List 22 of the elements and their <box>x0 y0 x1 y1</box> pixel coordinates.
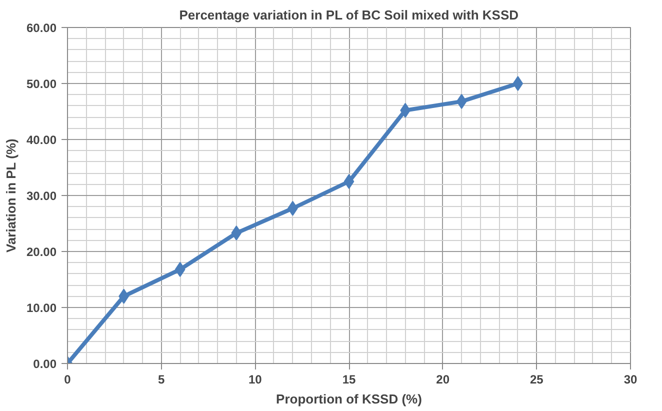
y-tick-label: 50.00 <box>26 77 57 91</box>
y-tick-label: 40.00 <box>26 133 57 147</box>
y-tick-label: 20.00 <box>26 245 57 259</box>
x-tick-label: 25 <box>530 372 544 386</box>
x-tick-label: 20 <box>436 372 450 386</box>
y-tick-label: 10.00 <box>26 301 57 315</box>
point <box>174 262 186 277</box>
y-tick-label: 30.00 <box>26 189 57 203</box>
point <box>344 174 354 189</box>
chart-title: Percentage variation in PL of BC Soil mixed with KSSD <box>179 8 519 22</box>
point <box>512 76 524 91</box>
x-tick-label: 15 <box>342 372 356 386</box>
x-tick-label: 5 <box>158 372 165 386</box>
point <box>231 226 242 241</box>
y-tick-label: 0.00 <box>33 357 57 371</box>
x-axis-title: Proportion of KSSD (%) <box>276 392 422 406</box>
y-axis-title: Variation in PL (%) <box>3 138 18 253</box>
point <box>456 94 467 109</box>
x-tick-label: 0 <box>64 372 72 386</box>
x-tick-label: 10 <box>248 372 262 386</box>
y-tick-label: 60.00 <box>26 21 57 35</box>
x-tick-label: 30 <box>624 372 638 386</box>
